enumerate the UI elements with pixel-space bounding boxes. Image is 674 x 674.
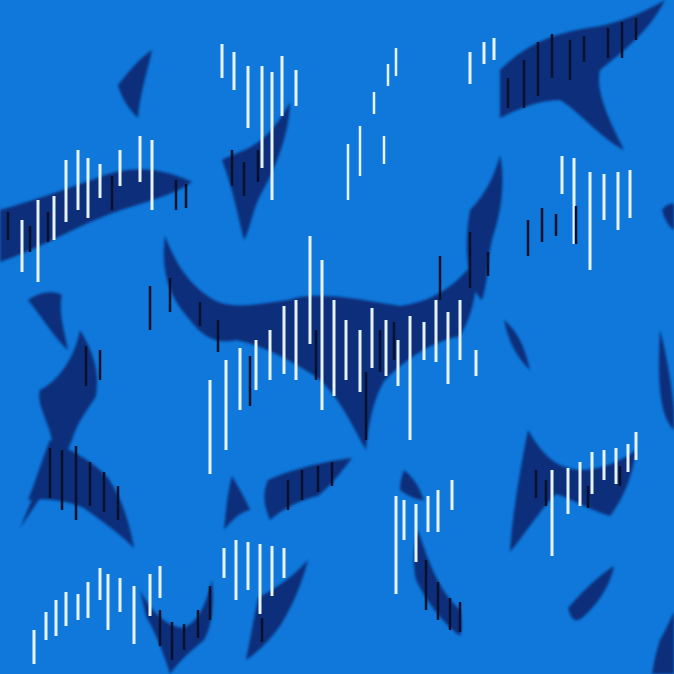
shadow-blob — [20, 330, 98, 528]
shadow-blob — [140, 580, 213, 674]
shadow-blob — [28, 292, 68, 350]
shadow-blob — [658, 330, 674, 430]
shadow-blob — [466, 155, 503, 300]
shadow-blob — [224, 476, 250, 530]
shadow-blob — [400, 470, 424, 500]
shadow-blob — [28, 440, 134, 548]
shadow-blob — [510, 430, 636, 552]
shadow-blob — [662, 203, 674, 230]
light-streaks — [20, 38, 638, 664]
shadow-blob — [568, 566, 614, 621]
shadow-blob — [652, 612, 674, 674]
shadow-blob — [163, 236, 477, 450]
dark-streaks — [6, 18, 638, 660]
shadow-blob — [500, 0, 665, 150]
shadow-blob — [264, 458, 352, 520]
shadow-blob — [118, 50, 152, 118]
shadow-blob — [504, 320, 530, 370]
